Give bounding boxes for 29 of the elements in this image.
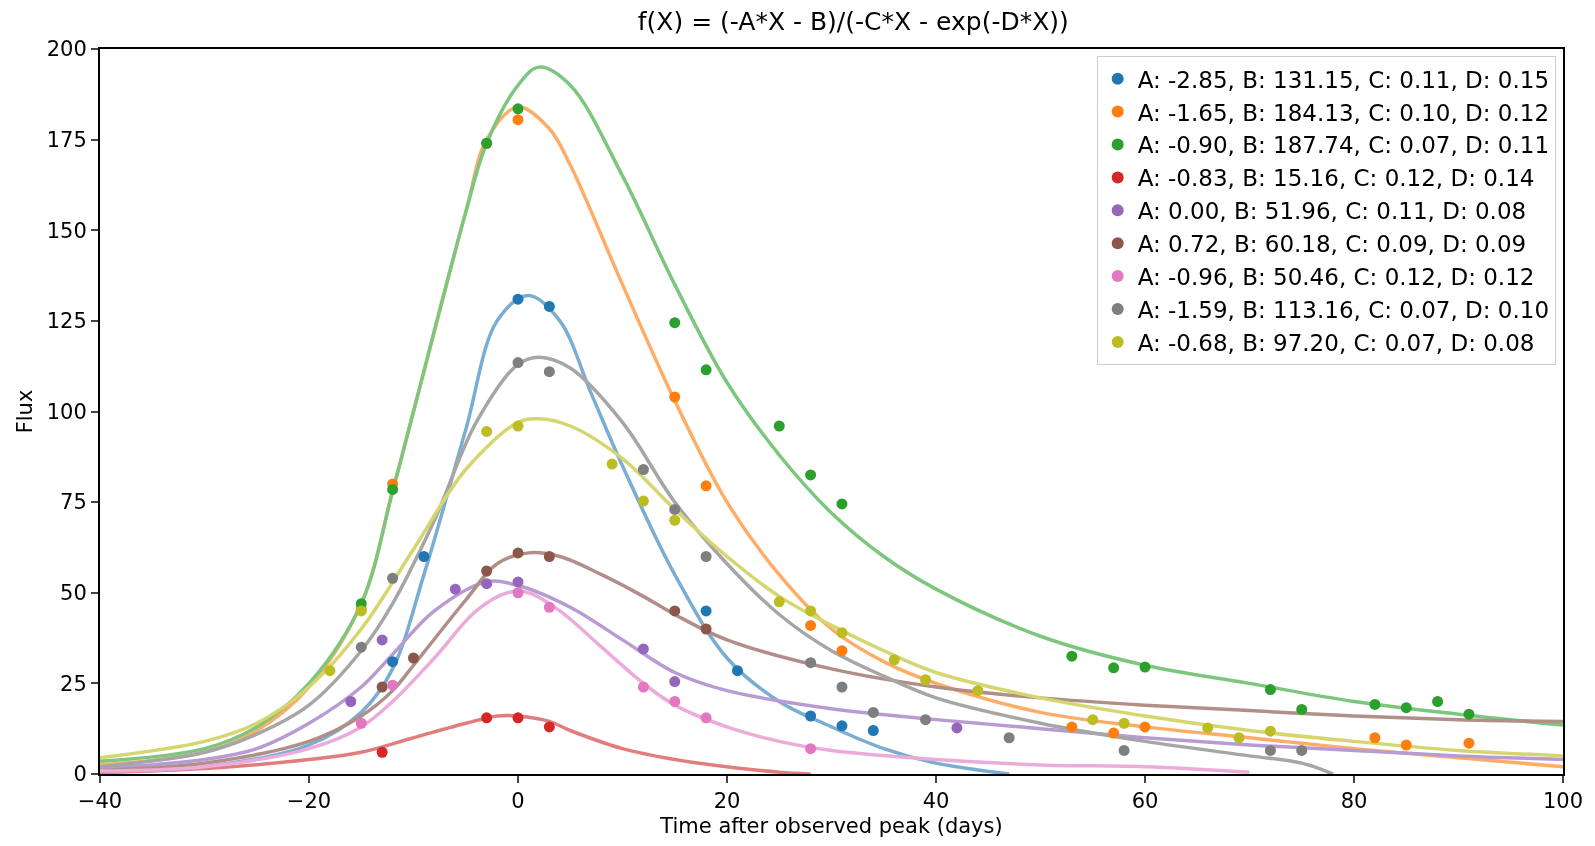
legend-label: A: -0.83, B: 15.16, C: 0.12, D: 0.14 xyxy=(1137,165,1535,192)
legend-label: A: -1.59, B: 113.16, C: 0.07, D: 0.10 xyxy=(1137,296,1550,323)
y-tick-label: 100 xyxy=(46,399,87,424)
x-axis-title: Time after observed peak (days) xyxy=(659,813,1003,838)
legend-label: A: 0.72, B: 60.18, C: 0.09, D: 0.09 xyxy=(1137,231,1527,258)
legend-label: A: -0.96, B: 50.46, C: 0.12, D: 0.12 xyxy=(1137,264,1535,291)
x-tick-label: 0 xyxy=(511,789,525,814)
x-tick-label: 20 xyxy=(713,789,741,814)
x-tick-label: 60 xyxy=(1131,789,1159,814)
y-tick-label: 25 xyxy=(60,671,87,696)
y-tick-label: 75 xyxy=(60,490,87,515)
legend-label: A: -2.85, B: 131.15, C: 0.11, D: 0.15 xyxy=(1137,66,1550,93)
x-tick-label: −40 xyxy=(77,789,123,814)
x-tick-label: −20 xyxy=(286,789,332,814)
legend-label: A: -0.68, B: 97.20, C: 0.07, D: 0.08 xyxy=(1137,329,1535,356)
y-tick-label: 125 xyxy=(46,309,87,334)
x-tick-label: 40 xyxy=(922,789,950,814)
y-tick-label: 0 xyxy=(73,762,87,787)
y-tick-label: 150 xyxy=(46,218,87,243)
y-tick-label: 200 xyxy=(46,37,87,62)
legend-label: A: -0.90, B: 187.74, C: 0.07, D: 0.11 xyxy=(1137,132,1550,159)
x-tick-label: 100 xyxy=(1542,789,1584,814)
legend-label: A: -1.65, B: 184.13, C: 0.10, D: 0.12 xyxy=(1137,99,1550,126)
x-tick-label: 80 xyxy=(1340,789,1368,814)
y-tick-label: 50 xyxy=(60,581,87,606)
y-axis-title: Flux xyxy=(13,389,38,434)
chart-title: f(X) = (-A*X - B)/(-C*X - exp(-D*X)) xyxy=(637,7,1069,37)
y-tick-label: 175 xyxy=(46,127,87,152)
legend-label: A: 0.00, B: 51.96, C: 0.11, D: 0.08 xyxy=(1137,198,1527,225)
